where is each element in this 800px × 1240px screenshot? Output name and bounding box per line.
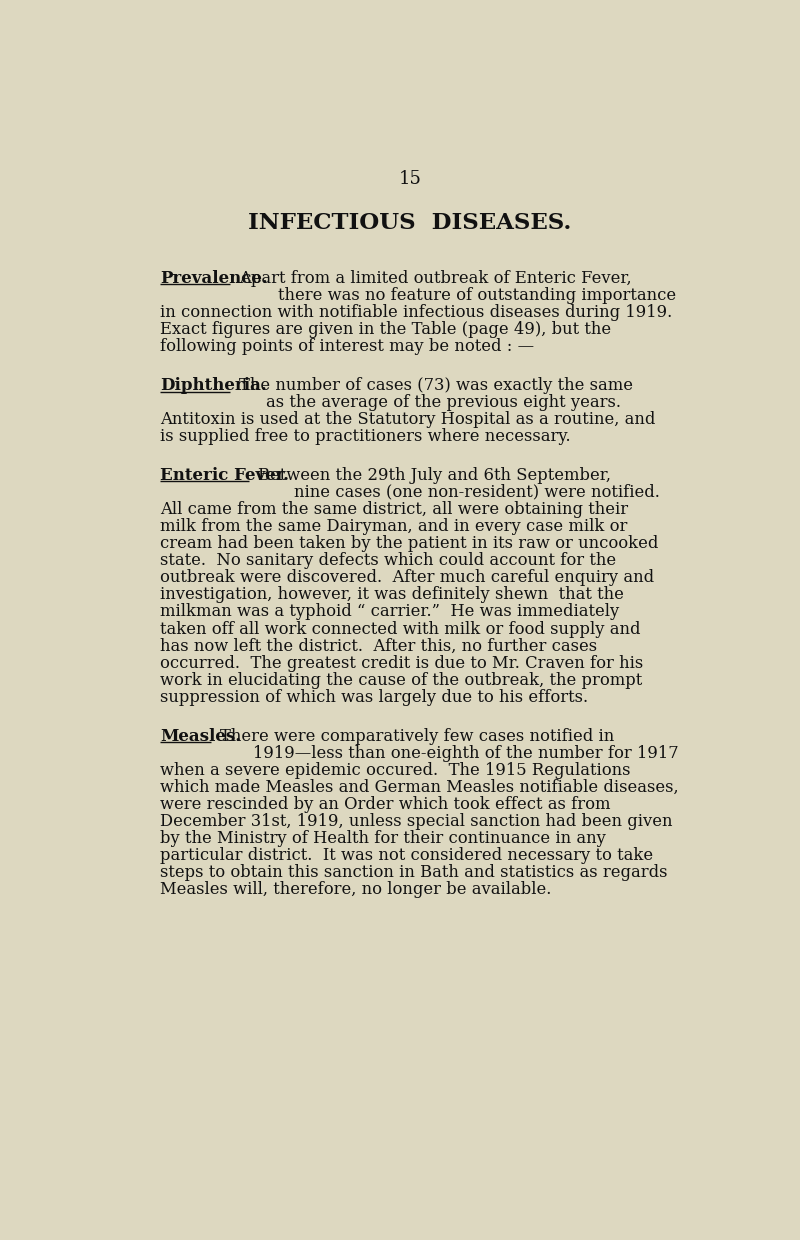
Text: December 31st, 1919, unless special sanction had been given: December 31st, 1919, unless special sanc… (161, 813, 673, 830)
Text: state.  No sanitary defects which could account for the: state. No sanitary defects which could a… (161, 552, 617, 569)
Text: Exact figures are given in the Table (page 49), but the: Exact figures are given in the Table (pa… (161, 321, 611, 339)
Text: Measles.: Measles. (161, 728, 242, 744)
Text: 15: 15 (398, 170, 422, 188)
Text: particular district.  It was not considered necessary to take: particular district. It was not consider… (161, 847, 654, 864)
Text: has now left the district.  After this, no further cases: has now left the district. After this, n… (161, 637, 598, 655)
Text: The number of cases (73) was exactly the same: The number of cases (73) was exactly the… (239, 377, 634, 394)
Text: when a severe epidemic occured.  The 1915 Regulations: when a severe epidemic occured. The 1915… (161, 761, 631, 779)
Text: milkman was a typhoid “ carrier.”  He was immediately: milkman was a typhoid “ carrier.” He was… (161, 604, 620, 620)
Text: in connection with notifiable infectious diseases during 1919.: in connection with notifiable infectious… (161, 304, 673, 321)
Text: Diphtheria.: Diphtheria. (161, 377, 267, 394)
Text: outbreak were discovered.  After much careful enquiry and: outbreak were discovered. After much car… (161, 569, 654, 587)
Text: INFECTIOUS  DISEASES.: INFECTIOUS DISEASES. (248, 212, 572, 234)
Text: Prevalence.: Prevalence. (161, 269, 268, 286)
Text: occurred.  The greatest credit is due to Mr. Craven for his: occurred. The greatest credit is due to … (161, 655, 644, 672)
Text: 1919—less than one-eighth of the number for 1917: 1919—less than one-eighth of the number … (254, 745, 679, 761)
Text: following points of interest may be noted : —: following points of interest may be note… (161, 339, 534, 355)
Text: as the average of the previous eight years.: as the average of the previous eight yea… (266, 394, 621, 410)
Text: milk from the same Dairyman, and in every case milk or: milk from the same Dairyman, and in ever… (161, 518, 628, 534)
Text: which made Measles and German Measles notifiable diseases,: which made Measles and German Measles no… (161, 779, 679, 796)
Text: Measles will, therefore, no longer be available.: Measles will, therefore, no longer be av… (161, 882, 552, 898)
Text: Antitoxin is used at the Statutory Hospital as a routine, and: Antitoxin is used at the Statutory Hospi… (161, 410, 656, 428)
Text: Apart from a limited outbreak of Enteric Fever,: Apart from a limited outbreak of Enteric… (239, 269, 632, 286)
Text: there was no feature of outstanding importance: there was no feature of outstanding impo… (278, 286, 676, 304)
Text: All came from the same district, all were obtaining their: All came from the same district, all wer… (161, 501, 629, 518)
Text: investigation, however, it was definitely shewn  that the: investigation, however, it was definitel… (161, 587, 624, 604)
Text: There were comparatively few cases notified in: There were comparatively few cases notif… (220, 728, 614, 744)
Text: is supplied free to practitioners where necessary.: is supplied free to practitioners where … (161, 428, 571, 445)
Text: taken off all work connected with milk or food supply and: taken off all work connected with milk o… (161, 620, 641, 637)
Text: cream had been taken by the patient in its raw or uncooked: cream had been taken by the patient in i… (161, 534, 659, 552)
Text: work in elucidating the cause of the outbreak, the prompt: work in elucidating the cause of the out… (161, 672, 642, 688)
Text: by the Ministry of Health for their continuance in any: by the Ministry of Health for their cont… (161, 830, 606, 847)
Text: steps to obtain this sanction in Bath and statistics as regards: steps to obtain this sanction in Bath an… (161, 864, 668, 882)
Text: suppression of which was largely due to his efforts.: suppression of which was largely due to … (161, 689, 589, 706)
Text: Enteric Fever.: Enteric Fever. (161, 466, 290, 484)
Text: Between the 29th July and 6th September,: Between the 29th July and 6th September, (258, 466, 611, 484)
Text: were rescinded by an Order which took effect as from: were rescinded by an Order which took ef… (161, 796, 611, 813)
Text: nine cases (one non-resident) were notified.: nine cases (one non-resident) were notif… (294, 484, 660, 501)
